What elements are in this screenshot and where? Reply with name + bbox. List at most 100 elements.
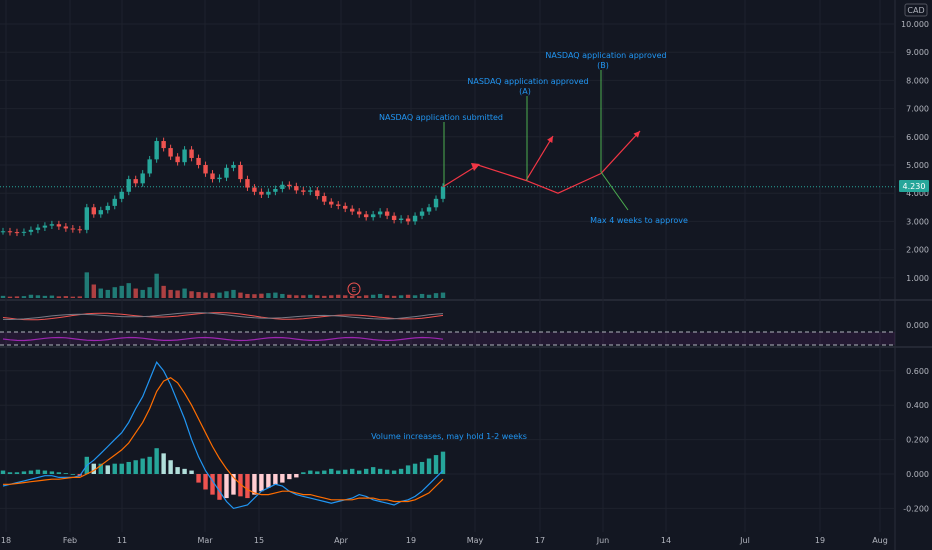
candle — [168, 148, 173, 157]
candle — [294, 186, 299, 191]
volume-bar — [147, 287, 152, 298]
macd-histogram-bar — [175, 467, 180, 474]
candle — [412, 215, 418, 222]
projection-arrow — [525, 135, 554, 181]
price-tick-label: 9.000 — [906, 48, 929, 57]
volume-bar — [161, 285, 166, 298]
macd-histogram-bar — [391, 470, 397, 474]
time-tick-label: 18 — [1, 536, 11, 545]
volume-bar — [412, 295, 418, 298]
macd-histogram-bar — [350, 468, 355, 474]
projection-arrowhead — [471, 163, 480, 171]
indicator-tick-label: 0.000 — [906, 321, 929, 330]
volume-bar — [0, 295, 6, 298]
rsi-band — [0, 332, 895, 345]
macd-histogram-bar — [412, 463, 418, 474]
candle — [14, 232, 20, 234]
candle — [105, 205, 110, 211]
macd-histogram-bar — [126, 461, 131, 474]
macd-histogram-bar — [161, 453, 166, 474]
annotation-max-weeks: Max 4 weeks to approve — [590, 216, 688, 225]
candle — [21, 231, 27, 233]
volume-bar — [391, 295, 397, 298]
volume-bar — [175, 290, 180, 298]
volume-bar — [384, 295, 390, 298]
candle — [28, 229, 34, 232]
candle — [363, 214, 369, 218]
time-tick-label: 14 — [661, 536, 671, 545]
volume-bar — [329, 295, 334, 298]
volume-bar — [343, 295, 348, 298]
macd-histogram-bar — [315, 471, 320, 474]
candle — [336, 204, 341, 206]
price-tick-label: 10.000 — [901, 20, 929, 29]
time-tick-label: Mar — [197, 536, 213, 545]
time-tick-label: Jun — [596, 536, 610, 545]
volume-bar — [252, 294, 257, 298]
macd-histogram-bar — [182, 468, 187, 474]
candle — [356, 211, 362, 215]
macd-histogram-bar — [154, 448, 159, 474]
volume-bar — [280, 293, 285, 298]
macd-tick-label: 0.000 — [906, 470, 929, 479]
candle — [377, 211, 383, 215]
candle — [196, 157, 201, 165]
macd-histogram-bar — [280, 474, 285, 483]
macd-pane — [0, 361, 446, 510]
price-tick-label: 2.000 — [906, 246, 929, 255]
macd-histogram-bar — [168, 460, 173, 474]
volume-bar — [440, 292, 446, 298]
time-tick-label: May — [467, 536, 484, 545]
macd-histogram-bar — [105, 465, 110, 474]
macd-histogram-bar — [112, 463, 117, 474]
volume-bar — [238, 292, 243, 298]
macd-histogram-bar — [356, 470, 362, 474]
macd-histogram-bar — [42, 470, 48, 474]
time-tick-label: Apr — [334, 536, 349, 545]
macd-histogram-bar — [384, 469, 390, 474]
volume-bar — [363, 295, 369, 298]
macd-histogram-bar — [329, 468, 334, 474]
macd-histogram-bar — [308, 470, 313, 474]
volume-bar — [308, 294, 313, 298]
volume-bar — [273, 292, 278, 298]
volume-bar — [112, 287, 117, 298]
axes: 10.000 9.000 8.000 7.000 6.000 5.000 4.000 3.00… — [1, 20, 929, 545]
volume-bar — [426, 294, 432, 298]
macd-tick-label: -0.200 — [903, 504, 929, 513]
candle — [56, 224, 62, 227]
macd-histogram-bar — [370, 467, 376, 474]
candle — [315, 190, 320, 197]
volume-bar — [217, 292, 222, 298]
macd-histogram-bar — [224, 474, 229, 499]
projection-drawing — [442, 130, 641, 194]
candle — [224, 167, 229, 178]
time-tick-label: Jul — [739, 536, 750, 545]
volume-bar — [294, 295, 299, 298]
candle — [322, 196, 327, 202]
candle — [259, 191, 264, 195]
volume-bar — [315, 295, 320, 298]
candle — [42, 225, 48, 228]
annotation-approved-a-sub: (A) — [519, 87, 531, 96]
macd-histogram-bar — [0, 470, 6, 474]
macd-histogram-bar — [259, 474, 264, 492]
price-tick-label: 1.000 — [906, 274, 929, 283]
annotation-volume-note: Volume increases, may hold 1-2 weeks — [371, 432, 527, 441]
macd-histogram-bar — [398, 468, 404, 474]
earnings-marker-circle[interactable] — [347, 282, 361, 296]
volume-bar — [105, 289, 110, 298]
candle — [140, 173, 145, 184]
macd-histogram-bar — [98, 463, 103, 474]
macd-histogram-bar — [56, 472, 62, 474]
currency-badge: CAD — [907, 6, 924, 15]
candle — [433, 198, 439, 208]
volume-bar — [28, 294, 34, 298]
volume-bar — [203, 292, 208, 298]
candle — [405, 218, 411, 222]
macd-histogram-bar — [140, 458, 145, 474]
macd-histogram-bar — [7, 472, 13, 474]
volume-bar — [56, 296, 62, 298]
